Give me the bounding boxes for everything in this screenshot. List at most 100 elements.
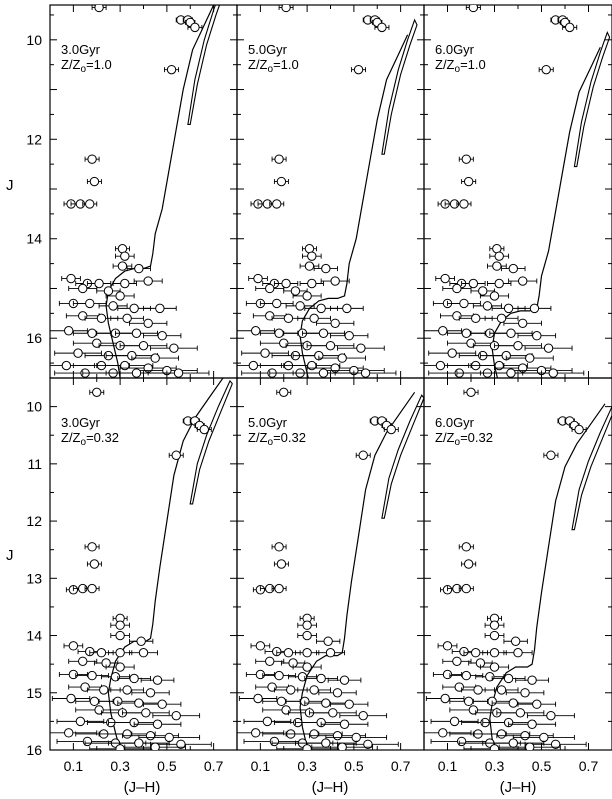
star-point bbox=[122, 313, 132, 324]
star-point bbox=[565, 22, 575, 33]
star-point bbox=[468, 278, 479, 289]
star-point bbox=[471, 648, 481, 658]
star-point bbox=[99, 685, 109, 695]
star-point bbox=[248, 360, 259, 371]
star-point bbox=[78, 656, 88, 666]
star-point bbox=[386, 424, 396, 435]
star-point bbox=[463, 696, 474, 707]
star-point bbox=[452, 311, 462, 321]
star-point bbox=[520, 688, 530, 698]
star-point bbox=[438, 728, 448, 738]
star-point bbox=[115, 648, 125, 658]
isochrone-line bbox=[105, 5, 215, 378]
star-point bbox=[494, 360, 504, 371]
star-point bbox=[302, 291, 312, 301]
star-point bbox=[332, 688, 343, 698]
star-point bbox=[527, 719, 537, 729]
star-point bbox=[442, 669, 453, 680]
star-point bbox=[307, 278, 317, 289]
age-label: 6.0Gyr bbox=[435, 415, 475, 430]
star-point bbox=[138, 648, 149, 658]
star-point bbox=[466, 338, 476, 348]
age-label: 5.0Gyr bbox=[248, 42, 288, 57]
star-point bbox=[190, 22, 200, 33]
y-tick-label: 16 bbox=[26, 742, 42, 758]
x-tick-label: 0.1 bbox=[64, 758, 84, 774]
star-point bbox=[459, 298, 469, 309]
y-axis-label-bottom: J bbox=[6, 547, 14, 564]
x-tick-label: 0.5 bbox=[157, 758, 177, 774]
star-point bbox=[94, 5, 104, 13]
metallicity-label: Z/Zo=1.0 bbox=[248, 57, 299, 75]
star-point bbox=[344, 331, 354, 341]
star-point bbox=[330, 276, 340, 286]
star-point bbox=[75, 716, 86, 727]
isochrone-line bbox=[299, 391, 416, 750]
star-point bbox=[478, 286, 488, 296]
plot-area bbox=[237, 5, 418, 378]
star-point bbox=[265, 283, 275, 294]
star-point bbox=[508, 263, 518, 274]
star-point bbox=[473, 685, 483, 695]
star-point bbox=[461, 583, 471, 594]
star-point bbox=[337, 353, 347, 363]
star-point bbox=[143, 318, 153, 328]
star-point bbox=[96, 313, 107, 324]
star-point bbox=[543, 343, 554, 353]
star-point bbox=[482, 301, 493, 311]
plot-area bbox=[237, 387, 424, 750]
star-point bbox=[115, 630, 125, 641]
star-point bbox=[358, 450, 368, 460]
star-point bbox=[122, 729, 132, 739]
star-point bbox=[496, 313, 507, 324]
star-point bbox=[295, 301, 305, 311]
y-tick-label: 10 bbox=[26, 32, 42, 48]
star-point bbox=[463, 559, 474, 569]
star-point bbox=[173, 368, 184, 378]
star-point bbox=[122, 685, 132, 695]
star-point bbox=[297, 672, 308, 682]
star-point bbox=[87, 583, 97, 594]
metallicity-label: Z/Zo=1.0 bbox=[61, 57, 112, 75]
star-point bbox=[489, 648, 500, 658]
star-point bbox=[262, 716, 273, 727]
star-point bbox=[274, 542, 284, 552]
y-tick-label: 11 bbox=[27, 456, 42, 472]
star-point bbox=[302, 630, 312, 641]
star-point bbox=[316, 303, 326, 314]
isochrone-giant-branch bbox=[189, 379, 233, 505]
x-tick-label: 0.7 bbox=[204, 758, 224, 774]
y-tick-label: 12 bbox=[26, 131, 42, 147]
star-point bbox=[440, 273, 450, 284]
star-point bbox=[131, 368, 142, 378]
star-point bbox=[145, 688, 156, 698]
y-tick-label: 13 bbox=[26, 570, 42, 586]
star-point bbox=[274, 670, 284, 681]
y-tick-label: 14 bbox=[26, 628, 42, 644]
star-point bbox=[461, 542, 471, 552]
star-point bbox=[115, 291, 125, 301]
star-point bbox=[328, 708, 338, 718]
metallicity-label: Z/Zo=0.32 bbox=[61, 430, 119, 448]
plot-area bbox=[50, 5, 221, 378]
star-point bbox=[532, 699, 542, 709]
star-point bbox=[302, 744, 312, 750]
star-point bbox=[253, 273, 263, 284]
star-point bbox=[494, 278, 504, 289]
isochrone-line bbox=[489, 403, 606, 750]
metallicity-label: Z/Zo=0.32 bbox=[248, 430, 306, 448]
star-point bbox=[360, 368, 371, 378]
star-point bbox=[440, 693, 450, 704]
plot-area bbox=[424, 5, 611, 378]
star-point bbox=[66, 273, 76, 284]
star-point bbox=[176, 739, 186, 749]
star-point bbox=[143, 276, 153, 286]
star-point bbox=[199, 424, 209, 435]
star-point bbox=[449, 716, 460, 727]
star-point bbox=[435, 360, 446, 371]
star-point bbox=[307, 360, 317, 371]
star-point bbox=[169, 343, 179, 353]
x-tick-label: 0.3 bbox=[297, 758, 317, 774]
